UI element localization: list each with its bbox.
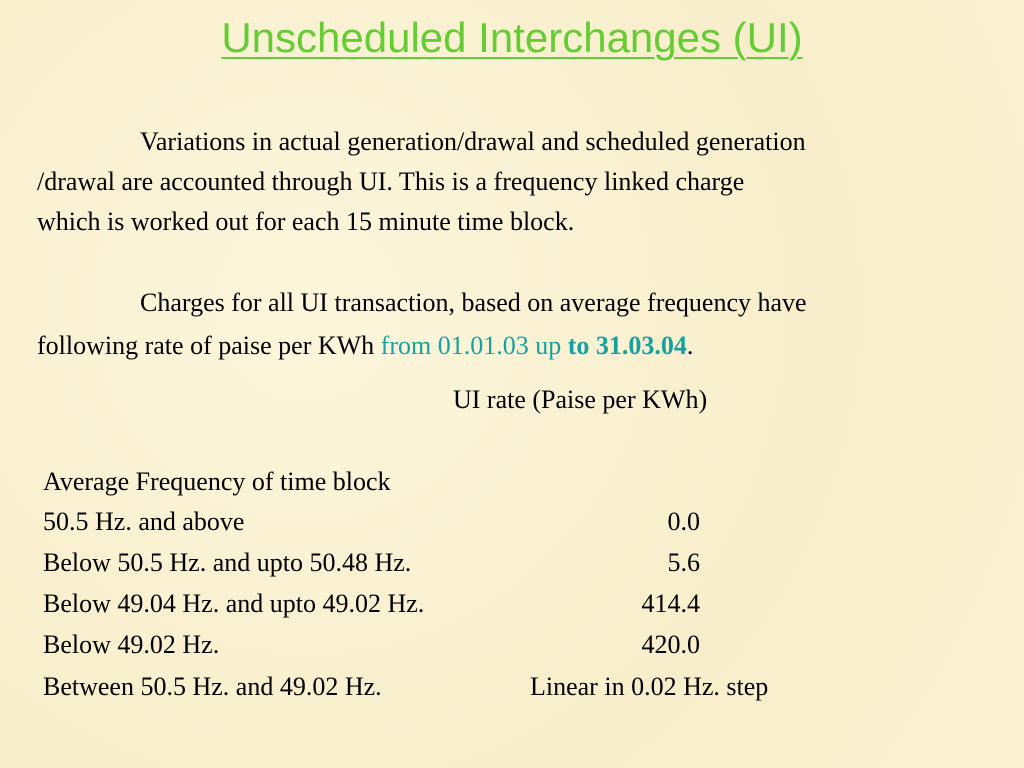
rate-cell: 420.0 bbox=[641, 630, 701, 659]
frequency-cell: Between 50.5 Hz. and 49.02 Hz. bbox=[43, 672, 382, 701]
rate-cell: 5.6 bbox=[667, 548, 701, 577]
rate-cell: Linear in 0.02 Hz. step bbox=[530, 672, 769, 701]
rate-header: UI rate (Paise per KWh) bbox=[453, 385, 708, 414]
frequency-cell: Below 49.02 Hz. bbox=[43, 630, 220, 659]
date-from: from 01.01.03 up bbox=[380, 331, 562, 360]
rate-cell: 0.0 bbox=[667, 507, 701, 536]
frequency-header: Average Frequency of time block bbox=[43, 467, 391, 496]
text: following rate of paise per KWh bbox=[37, 331, 375, 360]
paragraph-line: /drawal are accounted through UI. This i… bbox=[37, 167, 745, 196]
date-to: to 31.03.04 bbox=[567, 331, 687, 360]
paragraph-line: Variations in actual generation/drawal a… bbox=[140, 127, 806, 156]
frequency-cell: Below 49.04 Hz. and upto 49.02 Hz. bbox=[43, 589, 425, 618]
frequency-cell: Below 50.5 Hz. and upto 50.48 Hz. bbox=[43, 548, 412, 577]
paragraph-line: following rate of paise per KWh from 01.… bbox=[37, 331, 693, 361]
paragraph-line: Charges for all UI transaction, based on… bbox=[140, 288, 807, 317]
rate-cell: 414.4 bbox=[641, 589, 701, 618]
text: . bbox=[686, 331, 694, 360]
paragraph-line: which is worked out for each 15 minute t… bbox=[37, 207, 575, 236]
slide-title: Unscheduled Interchanges (UI) bbox=[221, 14, 803, 61]
frequency-cell: 50.5 Hz. and above bbox=[43, 507, 245, 536]
